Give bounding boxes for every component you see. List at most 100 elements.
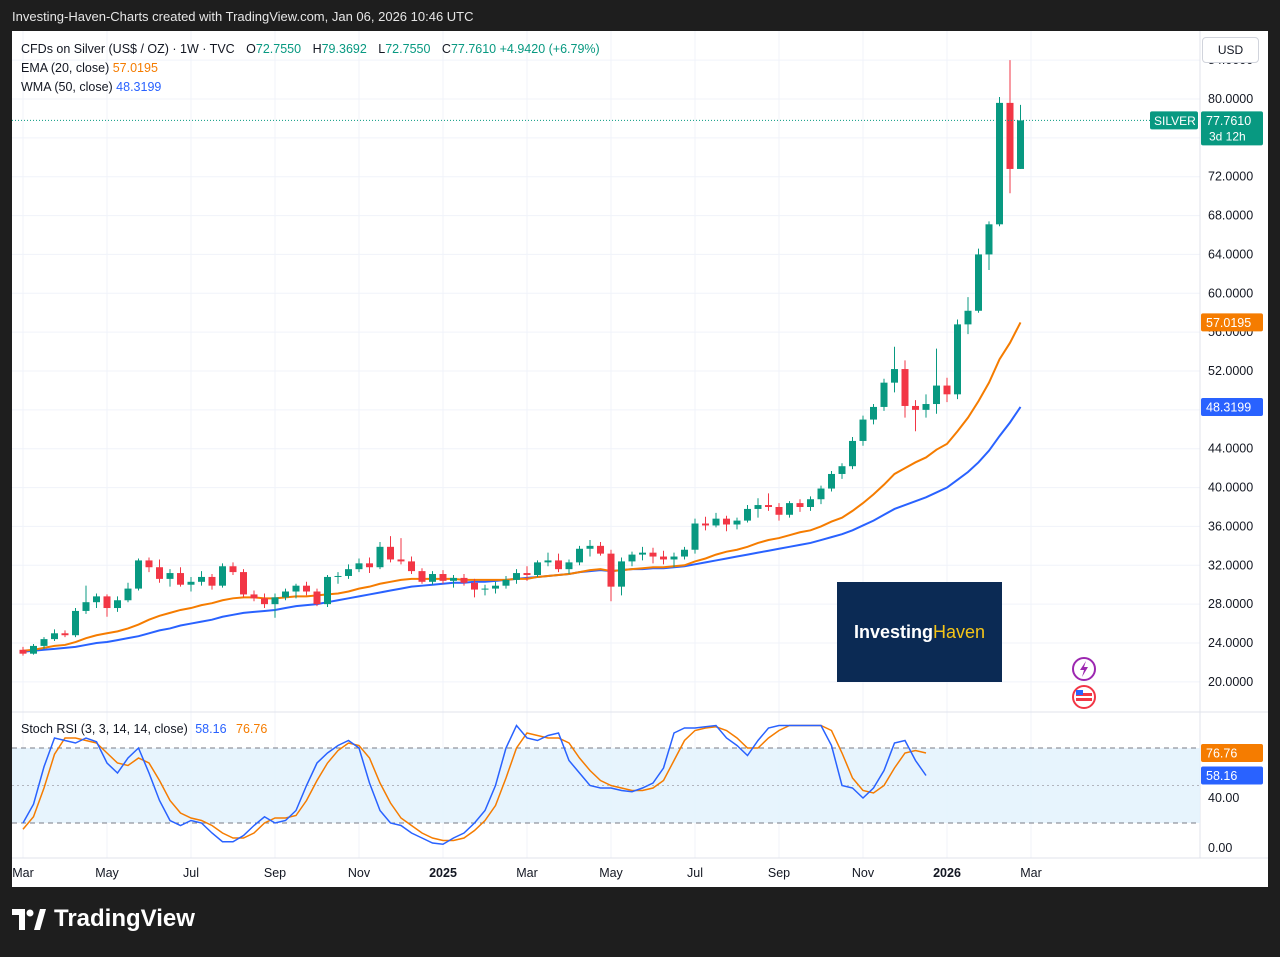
candle-body [93,596,100,603]
candle-body [670,556,678,560]
candle-body [985,224,993,255]
legend-low: 72.7550 [385,42,431,56]
price-axis-label: 80.0000 [1208,92,1253,106]
candle-body [744,508,751,521]
candle-body [649,552,657,557]
candle-body [1006,102,1014,169]
stoch-d-line [22,724,927,842]
symbol-tag-bg [1150,111,1198,130]
candle-body [943,385,951,395]
chart-frame[interactable]: 20.0000 24.0000 28.0000 32.0000 36.0000 40.00… [12,31,1268,887]
candle-body [975,254,982,311]
candle-body [534,562,541,575]
stoch-k-tag: 58.16 [1206,769,1237,783]
legend-wma-row[interactable]: WMA (50, close) 48.3199 [21,78,600,97]
candle-body [334,575,342,577]
candle-body [450,577,457,581]
stoch-legend[interactable]: Stoch RSI (3, 3, 14, 14, close) 58.16 76… [21,722,267,736]
candle-body [786,503,793,515]
stoch-band [12,748,1200,823]
candle-body [387,546,394,560]
last-price-tag-bg [1201,111,1263,146]
price-axis-label: 44.0000 [1208,442,1253,456]
candle-body [954,324,961,395]
legend-ema-label: EMA (20, close) [21,61,110,75]
candle-body [177,573,184,585]
time-axis-label: May [599,866,623,880]
candle-body [849,440,856,467]
candle-body [712,518,720,526]
stoch-k-tag-bg [1201,766,1263,785]
candle-body [607,553,615,587]
candle-body [72,610,79,636]
time-axis-label: Mar [1020,866,1042,880]
candle-body [250,594,258,599]
legend-ohlc-row: CFDs on Silver (US$ / OZ) · 1W · TVC O72… [21,40,600,59]
candle-body [19,649,27,654]
candle-body [870,406,877,420]
candle-body [166,573,174,579]
time-axis-label: May [95,866,119,880]
candle-body [597,545,604,554]
candle-body [765,505,772,507]
candle-body [324,576,331,605]
wma-price-tag: 48.3199 [1206,400,1251,414]
candle-body [513,573,520,580]
time-axis-label: 2026 [933,866,961,880]
legend-symbol[interactable]: CFDs on Silver (US$ / OZ) · 1W · TVC [21,42,235,56]
flag-stripe [1076,693,1092,696]
candle-body [471,582,478,590]
bolt-icon-glyph [1080,661,1088,677]
legend-h-label: H [312,42,322,56]
chart-canvas[interactable]: 20.0000 24.0000 28.0000 32.0000 36.0000 40.00… [12,31,1268,887]
candle-body [523,573,531,575]
tradingview-branding[interactable]: TradingView [12,905,195,933]
stoch-d-tag: 76.76 [1206,747,1237,761]
price-axis-label: 28.0000 [1208,597,1253,611]
candle-body [261,598,268,605]
stoch-k-value: 58.16 [195,722,227,736]
candle-body [859,419,867,441]
candle-body [775,507,783,515]
currency-button[interactable]: USD [1202,37,1259,63]
candle-body [313,591,321,605]
candle-body [429,574,436,582]
candle-body [481,588,489,590]
price-axis-label: 24.0000 [1208,636,1253,650]
candle-body [502,579,510,586]
candle-body [807,499,814,507]
candle-body [901,369,909,406]
candle-body [691,523,699,550]
legend-wma-value: 48.3199 [116,80,162,94]
candle-body [639,552,646,555]
price-axis-label: 40.0000 [1208,481,1253,495]
candle-body [439,574,447,581]
candle-body [576,548,583,563]
candle-body [156,567,163,579]
time-axis-label: Nov [348,866,371,880]
time-axis-label: Sep [264,866,286,880]
candle-body [922,404,930,410]
stoch-k-line [22,724,927,846]
legend-ema-row[interactable]: EMA (20, close) 57.0195 [21,59,600,78]
candle-body [933,385,940,405]
candle-body [733,520,741,525]
legend-o-label: O [246,42,256,56]
candle-body [828,473,835,489]
candle-body [586,545,594,549]
candle-body [565,562,573,570]
price-axis-label: 52.0000 [1208,364,1253,378]
ema-20-line [22,321,1022,652]
legend-open: 72.7550 [255,42,302,56]
candle-body [1017,120,1024,169]
price-axis-label: 64.0000 [1208,247,1253,261]
candle-body [397,559,405,562]
price-axis-label: 32.0000 [1208,558,1253,572]
candle-body [271,597,279,605]
price-axis-label: 72.0000 [1208,170,1253,184]
candle-body [376,546,384,568]
wma-price-tag-bg [1201,397,1263,416]
candle-body [912,405,919,410]
candle-body [345,569,352,576]
candle-body [628,554,636,562]
